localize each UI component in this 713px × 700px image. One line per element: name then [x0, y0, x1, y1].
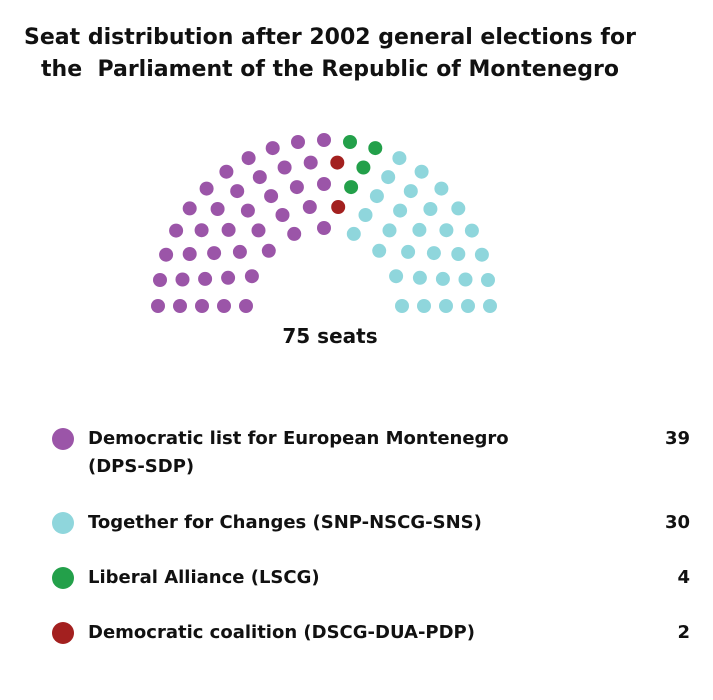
seat-22	[251, 223, 266, 238]
seat-40	[330, 155, 345, 170]
seat-68	[435, 271, 450, 286]
seat-33	[289, 180, 304, 195]
seat-72	[395, 299, 409, 313]
seat-25	[219, 164, 234, 179]
seat-4	[173, 299, 187, 313]
legend-label-dps-sdp: Democratic list for European Montenegro …	[88, 425, 558, 481]
total-seats-label: 75 seats	[282, 324, 378, 348]
legend-label-dps-sdp-line-2: (DPS-SDP)	[88, 456, 195, 477]
legend-swatch-dscg-dua-pdp	[52, 622, 74, 644]
seat-60	[401, 244, 416, 259]
seat-24	[230, 184, 245, 199]
seat-34	[291, 135, 305, 149]
seat-10	[159, 247, 174, 262]
seat-67	[412, 270, 427, 285]
seat-27	[252, 170, 267, 185]
seat-32	[277, 160, 292, 175]
seat-65	[451, 247, 466, 261]
seat-52	[403, 184, 418, 199]
seat-18	[221, 222, 236, 237]
chart-title: Seat distribution after 2002 general ele…	[0, 22, 660, 86]
seat-15	[194, 223, 209, 238]
seat-39	[317, 133, 331, 147]
seat-56	[434, 181, 449, 196]
seat-8	[198, 271, 213, 286]
seat-31	[265, 141, 280, 156]
legend-value-dscg-dua-pdp: 2	[677, 622, 690, 643]
seat-57	[423, 202, 438, 216]
seat-11	[182, 247, 197, 261]
seat-17	[182, 201, 197, 216]
seat-51	[414, 164, 429, 179]
seat-61	[439, 223, 454, 238]
seat-35	[302, 200, 317, 214]
legend-swatch-lscg	[52, 567, 74, 589]
seat-70	[481, 273, 495, 287]
chart-title-line-1: Seat distribution after 2002 general ele…	[24, 25, 636, 50]
seat-53	[393, 203, 408, 218]
seat-30	[287, 226, 302, 241]
seat-49	[381, 170, 396, 185]
seat-36	[303, 155, 318, 170]
seat-20	[261, 243, 276, 258]
seat-7	[175, 272, 190, 287]
seat-46	[346, 226, 361, 241]
seat-12	[244, 269, 259, 284]
seat-26	[241, 151, 256, 166]
seat-6	[153, 273, 167, 287]
legend-value-snp-nscg-sns: 30	[664, 512, 690, 533]
seat-63	[426, 246, 441, 261]
seat-42	[343, 135, 357, 149]
seat-58	[412, 222, 427, 237]
seat-71	[417, 299, 431, 313]
seat-29	[275, 208, 290, 222]
seat-55	[372, 243, 387, 258]
seat-38	[317, 177, 331, 191]
seat-74	[461, 299, 475, 313]
seat-28	[264, 189, 279, 204]
seat-21	[199, 181, 214, 196]
seat-43	[344, 180, 359, 195]
seat-1	[239, 299, 253, 313]
seat-54	[382, 223, 397, 238]
seat-47	[358, 208, 373, 222]
seat-16	[232, 244, 247, 259]
seat-23	[240, 203, 255, 218]
seat-45	[368, 141, 383, 156]
chart-title-line-2: the Parliament of the Republic of Monten…	[41, 57, 619, 82]
seat-37	[317, 221, 331, 235]
seat-5	[151, 299, 165, 313]
seat-50	[392, 151, 407, 166]
seat-41	[331, 200, 346, 214]
seat-48	[369, 189, 384, 204]
seat-19	[210, 202, 225, 216]
legend-label-snp-nscg-sns: Together for Changes (SNP-NSCG-SNS)	[88, 512, 482, 533]
seat-3	[195, 299, 209, 313]
legend-value-lscg: 4	[677, 567, 690, 588]
seat-66	[474, 247, 489, 262]
legend-swatch-dps-sdp	[52, 428, 74, 450]
seat-64	[389, 269, 404, 284]
seat-62	[464, 223, 479, 238]
seat-44	[356, 160, 371, 175]
seat-13	[207, 246, 222, 261]
seat-69	[458, 272, 473, 287]
legend-label-dscg-dua-pdp: Democratic coalition (DSCG-DUA-PDP)	[88, 622, 475, 643]
legend-swatch-snp-nscg-sns	[52, 512, 74, 534]
seat-14	[169, 223, 184, 238]
seat-73	[439, 299, 453, 313]
seat-9	[221, 270, 236, 285]
legend-label-dps-sdp-line-1: Democratic list for European Montenegro	[88, 428, 509, 449]
seat-75	[483, 299, 497, 313]
legend-label-lscg: Liberal Alliance (LSCG)	[88, 567, 320, 588]
seat-59	[451, 201, 466, 216]
legend-value-dps-sdp: 39	[664, 428, 690, 449]
seat-2	[217, 299, 231, 313]
